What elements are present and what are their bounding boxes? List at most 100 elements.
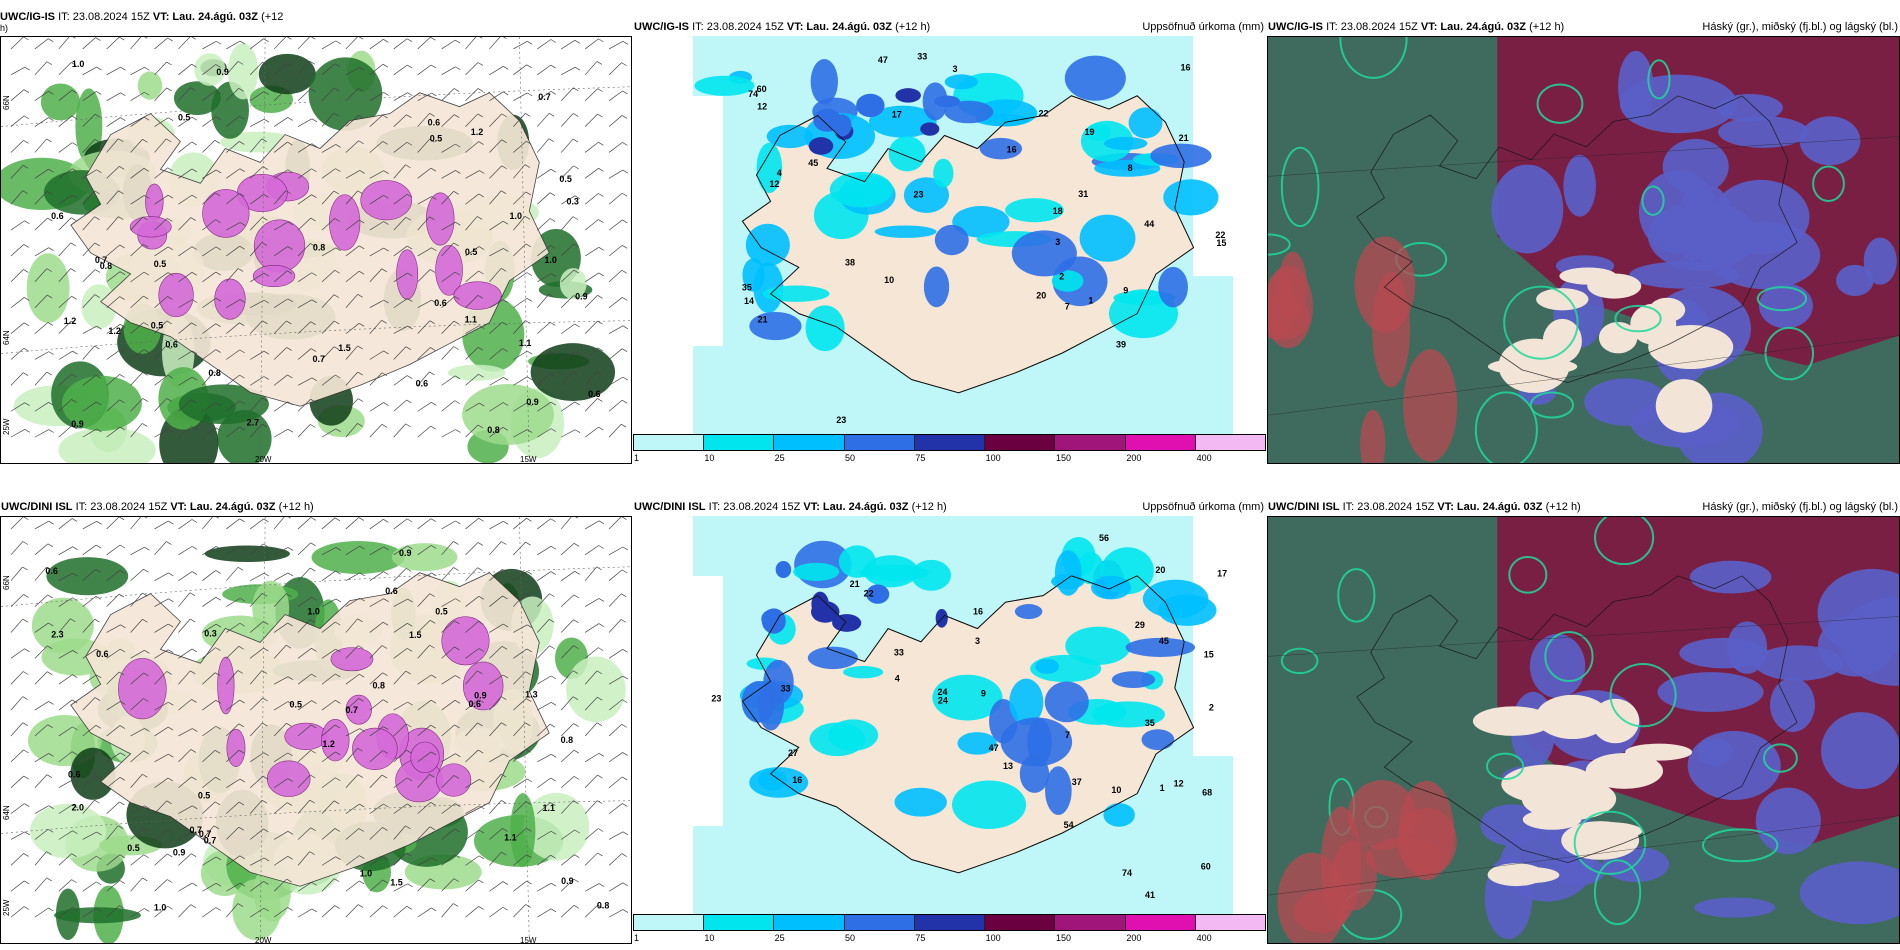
wind-barb — [202, 672, 216, 685]
wind-barb — [561, 854, 575, 866]
wind-barb — [417, 425, 431, 438]
wind-barb — [82, 520, 97, 530]
wind-barb — [58, 268, 71, 283]
wind-barb-flag — [288, 517, 291, 519]
wind-barb — [178, 904, 192, 918]
wind-barb-flag — [95, 775, 101, 780]
wind-barb-flag — [549, 645, 555, 650]
precip-value-label: 35 — [742, 282, 752, 292]
wind-barb-flag — [262, 423, 268, 428]
precip-value-label: 2.0 — [72, 803, 84, 813]
wind-barb-flag — [407, 883, 413, 888]
wind-barb — [417, 699, 432, 711]
wind-barb-flag — [501, 696, 507, 700]
mid-cloud — [1629, 261, 1740, 289]
wind-barb — [82, 648, 97, 659]
wind-barb-flag — [455, 753, 461, 757]
wind-barb — [537, 754, 552, 763]
wind-barb — [345, 294, 358, 308]
wind-barb — [321, 403, 337, 412]
wind-barb-flag — [430, 619, 436, 624]
wind-barb-flag — [383, 546, 389, 551]
wind-barb — [10, 880, 25, 892]
colorbar-tick-label: 150 — [1056, 453, 1072, 463]
wind-barb — [202, 90, 216, 101]
wind-barb-flag — [24, 220, 30, 225]
wind-barb — [513, 402, 528, 412]
lat-label-bottom: 64N — [2, 330, 11, 345]
precip-area — [894, 787, 947, 817]
clear-sky — [1487, 863, 1545, 887]
wind-barb-flag — [525, 541, 531, 546]
wind-barb — [202, 623, 217, 633]
colorbar-swatch — [1195, 915, 1265, 930]
wind-barb — [608, 297, 623, 309]
wind-barb-flag — [287, 117, 293, 121]
wind-barb — [608, 90, 623, 101]
wind-barb-flag — [215, 570, 221, 574]
wind-barb-flag — [431, 674, 437, 679]
precip-value-label: 0.5 — [290, 700, 302, 710]
wind-barb — [321, 294, 335, 308]
wind-barb-flag — [454, 400, 460, 404]
wind-barb — [178, 194, 193, 205]
wind-barb-flag — [23, 89, 30, 93]
wind-barb-flag — [167, 777, 174, 782]
wind-barb — [58, 142, 73, 153]
wind-layer — [1, 43, 616, 463]
wind-barb-flag — [526, 350, 533, 355]
wind-barb — [441, 429, 456, 438]
wind-barb — [465, 295, 479, 308]
wind-barb-flag — [189, 592, 196, 597]
wind-barb-flag — [119, 244, 125, 249]
precip-area — [1103, 136, 1148, 150]
wind-barb — [130, 728, 145, 737]
wind-barb-flag — [191, 699, 197, 703]
wind-barb-flag — [311, 299, 318, 304]
wind-barb — [369, 92, 384, 101]
wind-barb — [489, 91, 504, 101]
wind-barb — [513, 624, 528, 633]
wind-barb — [82, 697, 96, 711]
wind-barb — [465, 325, 480, 334]
wind-barb — [537, 168, 552, 179]
wind-barb — [130, 568, 144, 581]
wind-barb-flag — [286, 802, 293, 806]
wind-barb-flag — [333, 112, 339, 117]
wind-barb — [584, 904, 598, 918]
wind-barb — [130, 672, 144, 685]
wind-barb-flag — [550, 322, 556, 326]
precip-value-label: 15 — [1204, 649, 1214, 659]
wind-map-svg: 0.50.60.70.50.31.00.80.60.50.91.20.60.80… — [1, 37, 631, 463]
wind-barb — [441, 242, 454, 257]
wind-barb — [297, 596, 312, 607]
wind-barb — [34, 294, 48, 308]
wind-barb — [417, 269, 431, 283]
wind-barb — [321, 63, 336, 76]
precip-blob — [31, 597, 94, 654]
wind-barb — [226, 400, 240, 412]
precip-layer — [633, 36, 1266, 434]
wind-barb — [584, 545, 599, 556]
wind-barb — [441, 854, 455, 866]
wind-barb-flag — [478, 879, 484, 884]
wind-barb-flag — [550, 245, 556, 249]
wind-barb-flag — [405, 216, 412, 221]
wind-barb-flag — [310, 774, 316, 779]
colorbar-tick-label: 50 — [845, 933, 856, 943]
wind-barb — [513, 541, 526, 556]
wind-barb — [608, 593, 622, 607]
wind-barb — [608, 169, 624, 179]
wind-barb — [584, 113, 598, 127]
wind-barb-flag — [71, 62, 77, 66]
precip-value-label: 0.6 — [428, 117, 440, 127]
wind-barb-flag — [167, 879, 173, 883]
wind-barb-flag — [598, 426, 604, 431]
wind-barb-flag — [167, 726, 174, 731]
wind-barb-flag — [95, 544, 102, 549]
wind-barb — [465, 855, 480, 866]
wind-barb — [393, 245, 408, 257]
wind-barb — [417, 545, 432, 556]
precip-value-label: 21 — [1179, 133, 1189, 143]
wind-barb — [369, 827, 383, 840]
